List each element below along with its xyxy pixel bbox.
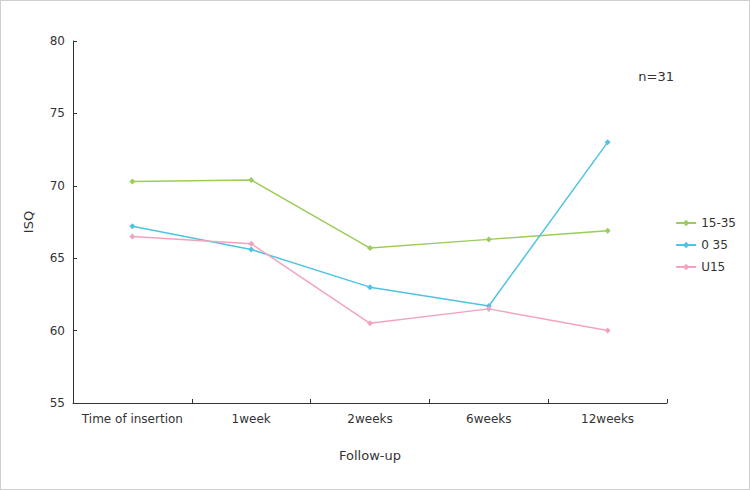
svg-text:65: 65 <box>50 251 65 265</box>
svg-text:n=31: n=31 <box>638 69 674 84</box>
svg-text:Follow-up: Follow-up <box>339 448 401 463</box>
svg-text:60: 60 <box>50 324 65 338</box>
svg-text:80: 80 <box>50 34 65 48</box>
svg-text:55: 55 <box>50 396 65 410</box>
svg-text:75: 75 <box>50 106 65 120</box>
svg-text:70: 70 <box>50 179 65 193</box>
svg-text:15-35: 15-35 <box>701 216 736 230</box>
svg-text:Time of insertion: Time of insertion <box>81 412 183 426</box>
svg-text:1week: 1week <box>232 412 271 426</box>
svg-text:2weeks: 2weeks <box>347 412 392 426</box>
svg-text:12weeks: 12weeks <box>581 412 634 426</box>
svg-text:0 35: 0 35 <box>701 238 728 252</box>
svg-text:6weeks: 6weeks <box>466 412 511 426</box>
svg-text:ISQ: ISQ <box>21 211 36 233</box>
svg-text:U15: U15 <box>701 260 725 274</box>
